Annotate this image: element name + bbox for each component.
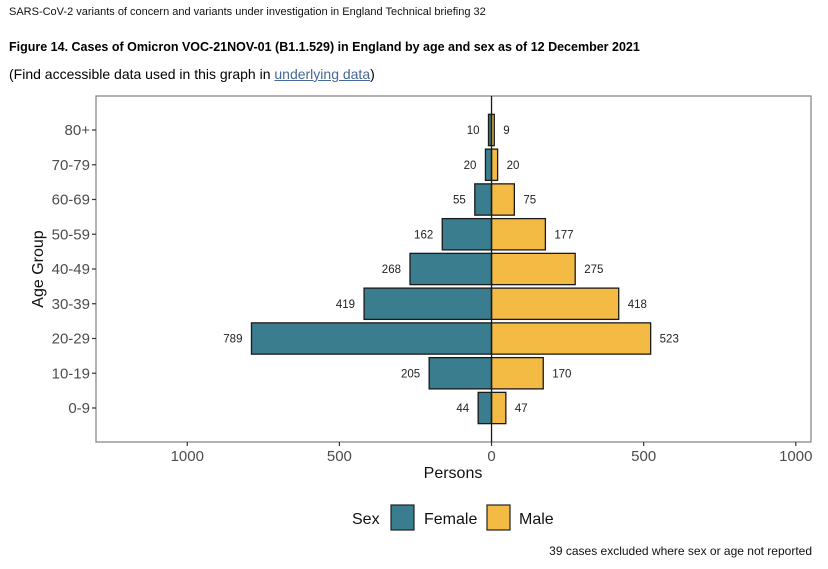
value-label-male-50-59: 177 (554, 229, 573, 241)
value-label-female-10-19: 205 (401, 368, 420, 380)
bar-male-70-79 (490, 148, 499, 182)
y-tick-label-50-59: 50-59 (52, 226, 90, 243)
x-tick-label: 1000 (779, 448, 812, 465)
value-label-male-60-69: 75 (523, 195, 536, 207)
value-label-male-80+: 9 (503, 125, 509, 137)
value-label-female-70-79: 20 (464, 160, 477, 172)
x-tick-label: 0 (487, 448, 495, 465)
y-tick-label-30-39: 30-39 (52, 296, 90, 313)
value-label-male-0-9: 47 (515, 403, 528, 415)
y-tick-label-20-29: 20-29 (52, 331, 90, 348)
bar-male-60-69 (490, 183, 516, 216)
x-axis: 1000 500 0 500 1000 (171, 442, 812, 465)
y-tick-label-70-79: 70-79 (52, 157, 90, 174)
legend-swatch-male (486, 504, 511, 531)
y-axis: 0-9 10-19 20-29 30-39 40-49 50-59 60-69 70-79 80… (52, 122, 96, 417)
document-header: SARS-CoV-2 variants of concern and varia… (9, 6, 486, 18)
bar-male-50-59 (490, 217, 547, 251)
value-label-male-20-29: 523 (660, 334, 679, 346)
y-tick-label-0-9: 0-9 (68, 400, 90, 417)
x-tick-label: 500 (631, 448, 656, 465)
bar-female-0-9 (477, 391, 493, 425)
x-tick-label: 500 (327, 448, 352, 465)
figure-title: Figure 14. Cases of Omicron VOC-21NOV-01… (9, 40, 640, 54)
exclusion-note: 39 cases excluded where sex or age not r… (549, 544, 812, 558)
bar-female-70-79 (484, 148, 493, 182)
value-label-female-20-29: 789 (223, 334, 242, 346)
underlying-data-link[interactable]: underlying data (274, 66, 371, 82)
bar-male-30-39 (490, 287, 620, 321)
bar-male-40-49 (490, 252, 576, 286)
bar-male-0-9 (490, 391, 507, 425)
x-axis-title: Persons (424, 465, 483, 482)
legend-swatch-female (390, 504, 415, 531)
value-label-male-10-19: 170 (552, 368, 571, 380)
subtitle-prefix: (Find accessible data used in this graph… (9, 66, 275, 82)
value-label-female-40-49: 268 (382, 264, 401, 276)
y-tick-label-60-69: 60-69 (52, 192, 90, 209)
bar-female-10-19 (428, 356, 493, 390)
legend: Sex Female Male (352, 504, 554, 531)
bars-group: 44 47 205 170 789 523 419 418 268 275 162 177 55 75 20… (223, 96, 679, 442)
legend-label-female: Female (424, 511, 477, 528)
value-label-female-80+: 10 (467, 125, 480, 137)
value-label-male-40-49: 275 (584, 264, 603, 276)
y-axis-title: Age Group (30, 230, 47, 307)
subtitle-suffix: ) (370, 66, 375, 82)
legend-title: Sex (352, 511, 380, 528)
y-tick-label-80+: 80+ (65, 122, 91, 139)
value-label-female-30-39: 419 (336, 299, 355, 311)
y-tick-label-40-49: 40-49 (52, 261, 90, 278)
x-tick-label: 1000 (171, 448, 204, 465)
value-label-female-50-59: 162 (414, 229, 433, 241)
bar-female-60-69 (474, 183, 493, 216)
legend-label-male: Male (519, 511, 554, 528)
bar-female-50-59 (441, 217, 493, 251)
bar-male-10-19 (490, 356, 544, 390)
figure-subtitle: (Find accessible data used in this graph… (9, 66, 375, 82)
bar-female-30-39 (363, 287, 493, 321)
bar-male-20-29 (490, 322, 652, 355)
bar-female-40-49 (409, 252, 493, 286)
value-label-male-70-79: 20 (507, 160, 520, 172)
value-label-female-60-69: 55 (453, 195, 466, 207)
bar-female-20-29 (250, 322, 493, 355)
y-tick-label-10-19: 10-19 (52, 365, 90, 382)
value-label-male-30-39: 418 (628, 299, 647, 311)
value-label-female-0-9: 44 (456, 403, 469, 415)
